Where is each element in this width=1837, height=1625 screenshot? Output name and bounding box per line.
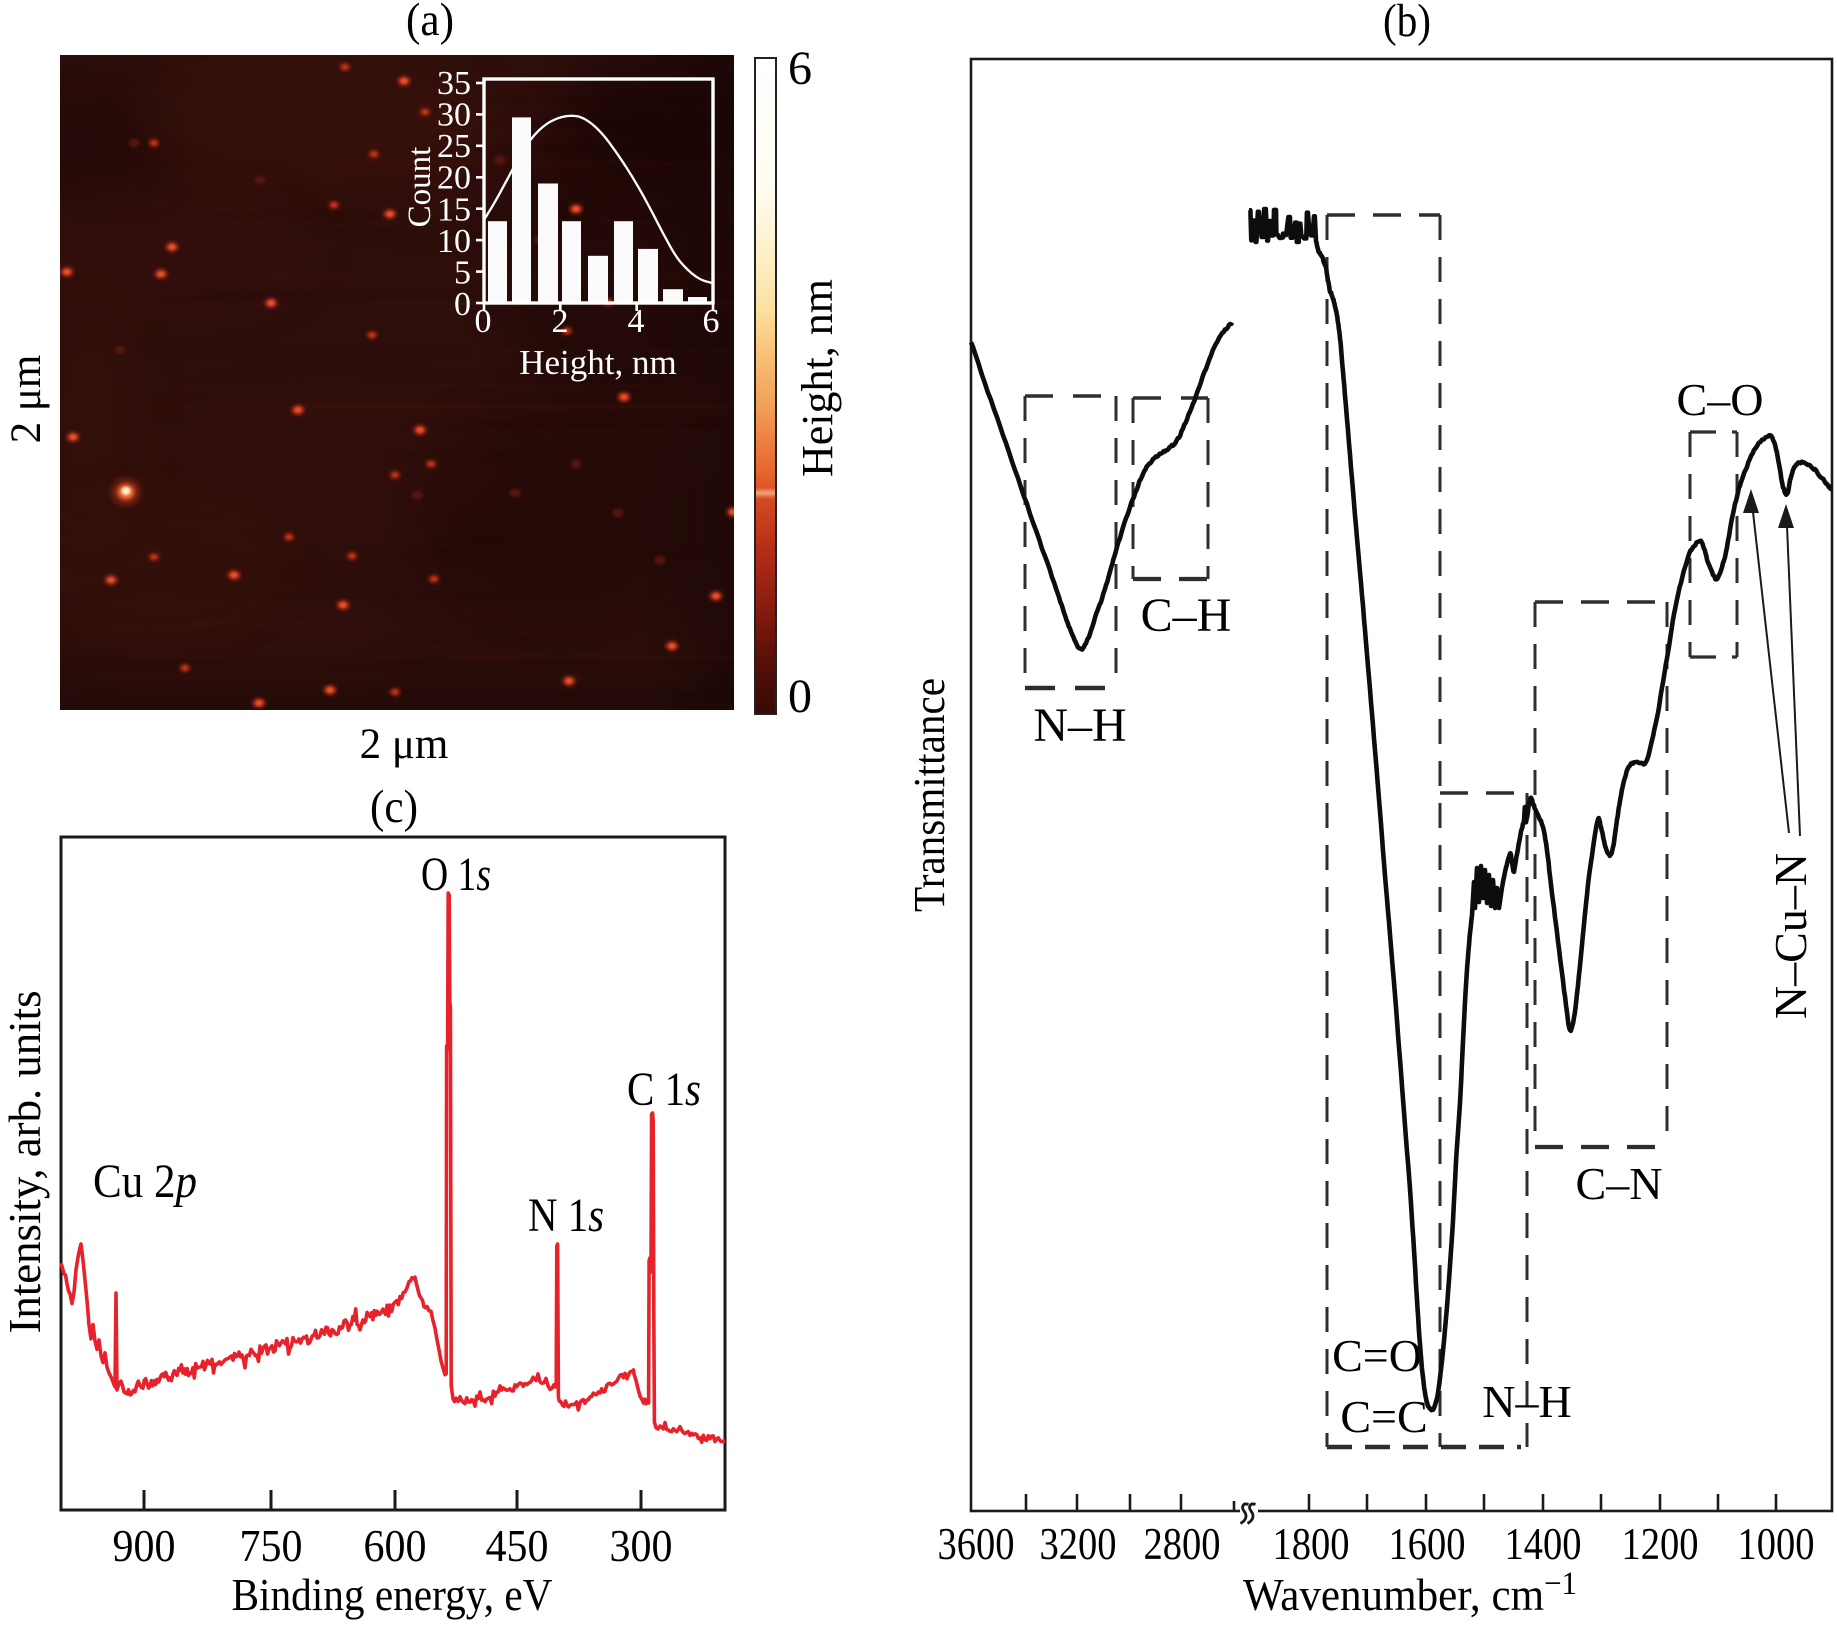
svg-text:0: 0	[475, 303, 492, 340]
svg-text:3600: 3600	[938, 1519, 1015, 1569]
svg-text:N–Cu–N: N–Cu–N	[1765, 853, 1816, 1019]
svg-text:2 μm: 2 μm	[3, 355, 50, 444]
svg-text:2: 2	[552, 303, 569, 340]
svg-text:2 μm: 2 μm	[360, 721, 449, 768]
svg-text:C=O: C=O	[1332, 1330, 1422, 1381]
svg-text:3200: 3200	[1040, 1519, 1117, 1569]
svg-text:600: 600	[364, 1521, 427, 1571]
svg-text:Transmittance: Transmittance	[905, 678, 954, 912]
svg-text:30: 30	[437, 97, 471, 134]
svg-text:Cu 2p: Cu 2p	[93, 1155, 197, 1208]
svg-text:20: 20	[437, 160, 471, 197]
svg-text:C=C: C=C	[1340, 1391, 1427, 1442]
svg-text:2800: 2800	[1144, 1519, 1221, 1569]
svg-text:(c): (c)	[370, 781, 418, 833]
svg-text:450: 450	[486, 1521, 549, 1571]
svg-text:1400: 1400	[1505, 1519, 1582, 1569]
svg-text:N–H: N–H	[1482, 1376, 1571, 1427]
svg-text:C–O: C–O	[1677, 374, 1764, 425]
svg-text:1000: 1000	[1738, 1519, 1815, 1569]
svg-text:5: 5	[454, 254, 471, 291]
svg-text:C 1s: C 1s	[627, 1063, 701, 1116]
svg-text:Height, nm: Height, nm	[519, 343, 676, 382]
svg-text:15: 15	[437, 191, 471, 228]
svg-text:(a): (a)	[406, 0, 454, 46]
svg-text:0: 0	[788, 670, 812, 723]
svg-text:O 1s: O 1s	[421, 848, 491, 901]
svg-text:6: 6	[703, 303, 720, 340]
svg-text:(b): (b)	[1383, 0, 1431, 47]
svg-text:1600: 1600	[1389, 1519, 1466, 1569]
svg-text:10: 10	[437, 223, 471, 260]
svg-text:Height, nm: Height, nm	[793, 279, 842, 477]
svg-text:C–H: C–H	[1141, 589, 1232, 642]
svg-text:25: 25	[437, 128, 471, 165]
svg-text:Intensity, arb. units: Intensity, arb. units	[0, 991, 50, 1334]
svg-text:N 1s: N 1s	[528, 1189, 604, 1242]
svg-text:750: 750	[240, 1521, 303, 1571]
svg-text:0: 0	[454, 286, 471, 323]
svg-text:Binding energy, eV: Binding energy, eV	[232, 1569, 553, 1620]
svg-text:Count: Count	[402, 147, 438, 228]
svg-text:4: 4	[628, 303, 645, 340]
svg-text:C–N: C–N	[1576, 1158, 1663, 1209]
svg-text:300: 300	[610, 1521, 673, 1571]
svg-text:N–H: N–H	[1033, 699, 1126, 752]
svg-text:Wavenumber, cm−1: Wavenumber, cm−1	[1243, 1566, 1577, 1620]
svg-text:1800: 1800	[1273, 1519, 1350, 1569]
svg-text:900: 900	[113, 1521, 176, 1571]
svg-text:6: 6	[788, 42, 812, 95]
svg-text:1200: 1200	[1622, 1519, 1699, 1569]
svg-text:35: 35	[437, 65, 471, 102]
